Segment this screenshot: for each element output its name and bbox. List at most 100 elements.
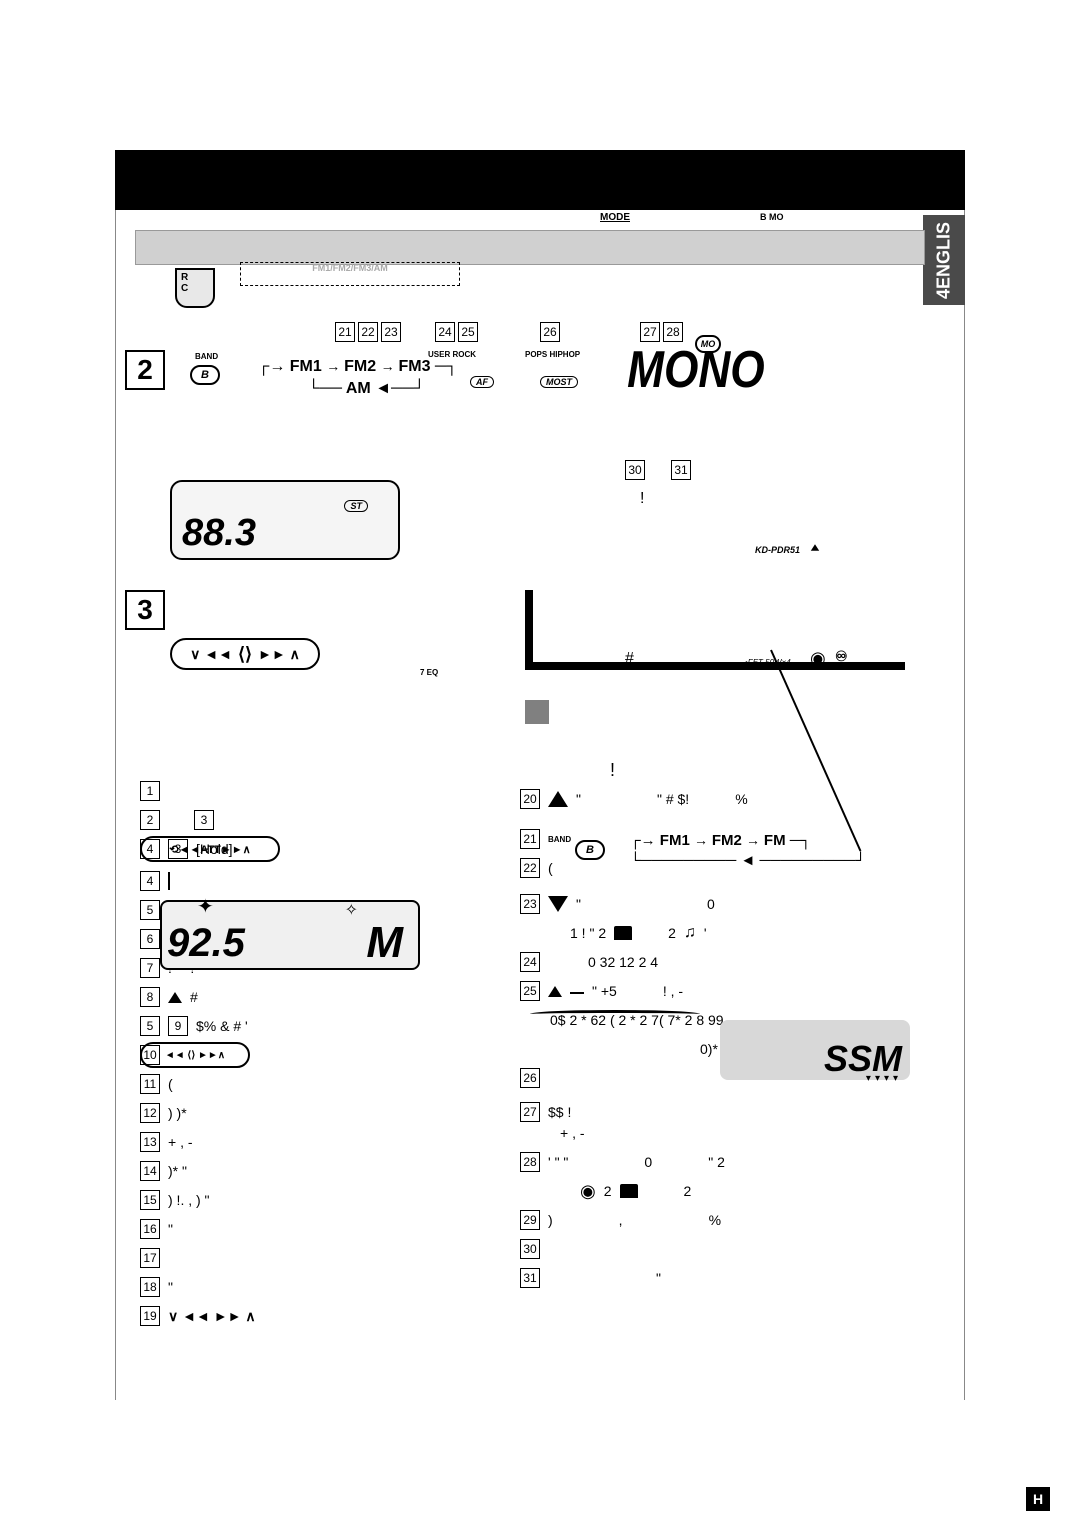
lref-18: 18 xyxy=(140,1277,160,1297)
ssm-panel: SSM ▾▾▾▾ xyxy=(720,1020,910,1080)
rtxt-31: " xyxy=(656,1270,661,1286)
af-oval: AF xyxy=(470,372,494,390)
seek-up-icon: ►► ∧ xyxy=(258,646,300,663)
folder-icon-1 xyxy=(614,926,632,940)
ref-23: 23 xyxy=(381,322,401,342)
freq-883: 88.3 xyxy=(182,512,256,555)
rref-31: 31 xyxy=(520,1268,540,1288)
eject-icon xyxy=(168,992,182,1003)
lref-5: 5 xyxy=(140,900,160,920)
left-list: 1 2 3 4 3 ⟲◄◄ATT►►∧ [Hold] 4 5 6 7! ''''… xyxy=(140,780,470,1334)
rtxt-23a: " xyxy=(576,896,581,912)
rref-26: 26 xyxy=(520,1068,540,1088)
cd-icon: ◉ xyxy=(810,648,826,669)
lref-16: 16 xyxy=(140,1219,160,1239)
page-h-badge: H xyxy=(1026,1487,1050,1511)
rtxt-20c: % xyxy=(735,791,747,807)
rtxt-28c: " 2 xyxy=(708,1154,725,1170)
note-icon-1: ♫ xyxy=(684,924,696,942)
st-oval: ST xyxy=(344,496,368,514)
lref-11: 11 xyxy=(140,1074,160,1094)
rds-icon: ♾ xyxy=(835,648,848,665)
seek-oval-10[interactable]: ◄◄ ⟨⟩ ►►∧ xyxy=(140,1042,250,1068)
fm1-1: FM1 xyxy=(290,358,322,375)
sym-hash-1: # xyxy=(625,650,634,668)
rtxt-25a: " +5 xyxy=(592,983,617,999)
ref-21: 21 xyxy=(335,322,355,342)
lref-4: 4 xyxy=(140,871,160,891)
step-2: 2 xyxy=(125,350,165,390)
rtxt-23c: 1 ! " 2 xyxy=(570,925,606,941)
am-1: AM xyxy=(346,380,371,397)
lref-9: 9 xyxy=(168,1016,188,1036)
ref-28: 28 xyxy=(663,322,683,342)
rref-27: 27 xyxy=(520,1102,540,1122)
ltxt-9: $% & # ' xyxy=(196,1018,248,1034)
ltxt-18: " xyxy=(168,1279,173,1295)
ref-30: 30 xyxy=(625,460,645,480)
refs-27-28: 27 28 xyxy=(640,322,683,342)
rtxt-27a: $$ ! xyxy=(548,1104,571,1120)
rtxt-22: ( xyxy=(548,860,553,876)
rtxt-28b: 0 xyxy=(644,1154,652,1170)
rref-29: 29 xyxy=(520,1210,540,1230)
rtxt-24: 0 32 12 2 4 xyxy=(588,954,658,970)
band-label-2: BAND xyxy=(548,835,571,844)
folder-icon-2 xyxy=(620,1184,638,1198)
side-tab-englis: 4ENGLIS xyxy=(923,215,965,305)
eject-icon-2 xyxy=(548,986,562,997)
user-rock-label: USER ROCK xyxy=(428,350,476,359)
ref-25: 25 xyxy=(458,322,478,342)
lref-7: 7 xyxy=(140,958,160,978)
hold-att-icon: ⟲◄◄ATT►►∧ xyxy=(169,843,250,856)
fm-chain-2b: └───────── ◄ ─────────┘ xyxy=(630,852,866,869)
refs-24-25: 24 25 xyxy=(435,322,478,342)
rtxt-28a: ' " " xyxy=(548,1154,568,1170)
eq7-label: 7 EQ xyxy=(420,668,438,677)
lref-15: 15 xyxy=(140,1190,160,1210)
fm-chain-2: ┌→ FM1 → FM2 → FM ─┐ xyxy=(630,832,811,849)
ltxt-15: ) !. , ) " xyxy=(168,1192,210,1208)
rtxt-25b: ! , - xyxy=(663,983,683,999)
tri-up-icon xyxy=(548,791,568,807)
lref-17: 17 xyxy=(140,1248,160,1268)
curve-line xyxy=(530,1010,700,1018)
seek-oval-main[interactable]: ∨ ◄◄ ⟨⟩ ►► ∧ xyxy=(170,638,320,670)
pops-hiphop-label: POPS HIPHOP xyxy=(525,350,580,359)
ltxt-14: )* " xyxy=(168,1163,187,1179)
seek-down-icon: ∨ ◄◄ xyxy=(190,646,232,663)
lref-13: 13 xyxy=(140,1132,160,1152)
rref-25: 25 xyxy=(520,981,540,1001)
rtxt-20b: " # $! xyxy=(657,791,689,807)
rtxt-27b: + , - xyxy=(560,1125,585,1141)
rref-21: 21 xyxy=(520,829,540,849)
rtxt-23d: 2 xyxy=(668,925,676,941)
most-oval: MOST xyxy=(540,372,578,390)
lref-14: 14 xyxy=(140,1161,160,1181)
dashed-fm-box: FM1/FM2/FM3/AM xyxy=(240,262,460,286)
rtxt-29c: % xyxy=(709,1212,721,1228)
b-mo-label: B MO xyxy=(760,212,784,222)
ref-24: 24 xyxy=(435,322,455,342)
fet-label: •FET 50W×4 xyxy=(745,658,791,667)
burst-2: ✧ xyxy=(345,900,358,920)
disc-icon: ◉ xyxy=(580,1181,596,1202)
seek-oval-hold[interactable]: ⟲◄◄ATT►►∧ xyxy=(140,836,280,862)
tri-down-icon xyxy=(548,896,568,912)
ref-31: 31 xyxy=(671,460,691,480)
panel-925: 92.5 M ✦ ✧ xyxy=(160,900,420,970)
b-oval-1: B xyxy=(190,365,220,385)
rref-24: 24 xyxy=(520,952,540,972)
lref-8: 8 xyxy=(140,987,160,1007)
fm2-1: FM2 xyxy=(344,358,376,375)
lref-19: 19 xyxy=(140,1306,160,1326)
bang-1: ! xyxy=(640,490,644,508)
lref-12: 12 xyxy=(140,1103,160,1123)
refs-30-31: 30 31 xyxy=(625,460,691,480)
mode-label: MODE xyxy=(600,212,630,223)
ltxt-16: " xyxy=(168,1221,173,1237)
step-3: 3 xyxy=(125,590,165,630)
sym-quote-1: " xyxy=(525,650,531,668)
top-black-bar xyxy=(115,150,965,210)
bang-2: ! xyxy=(610,760,615,781)
